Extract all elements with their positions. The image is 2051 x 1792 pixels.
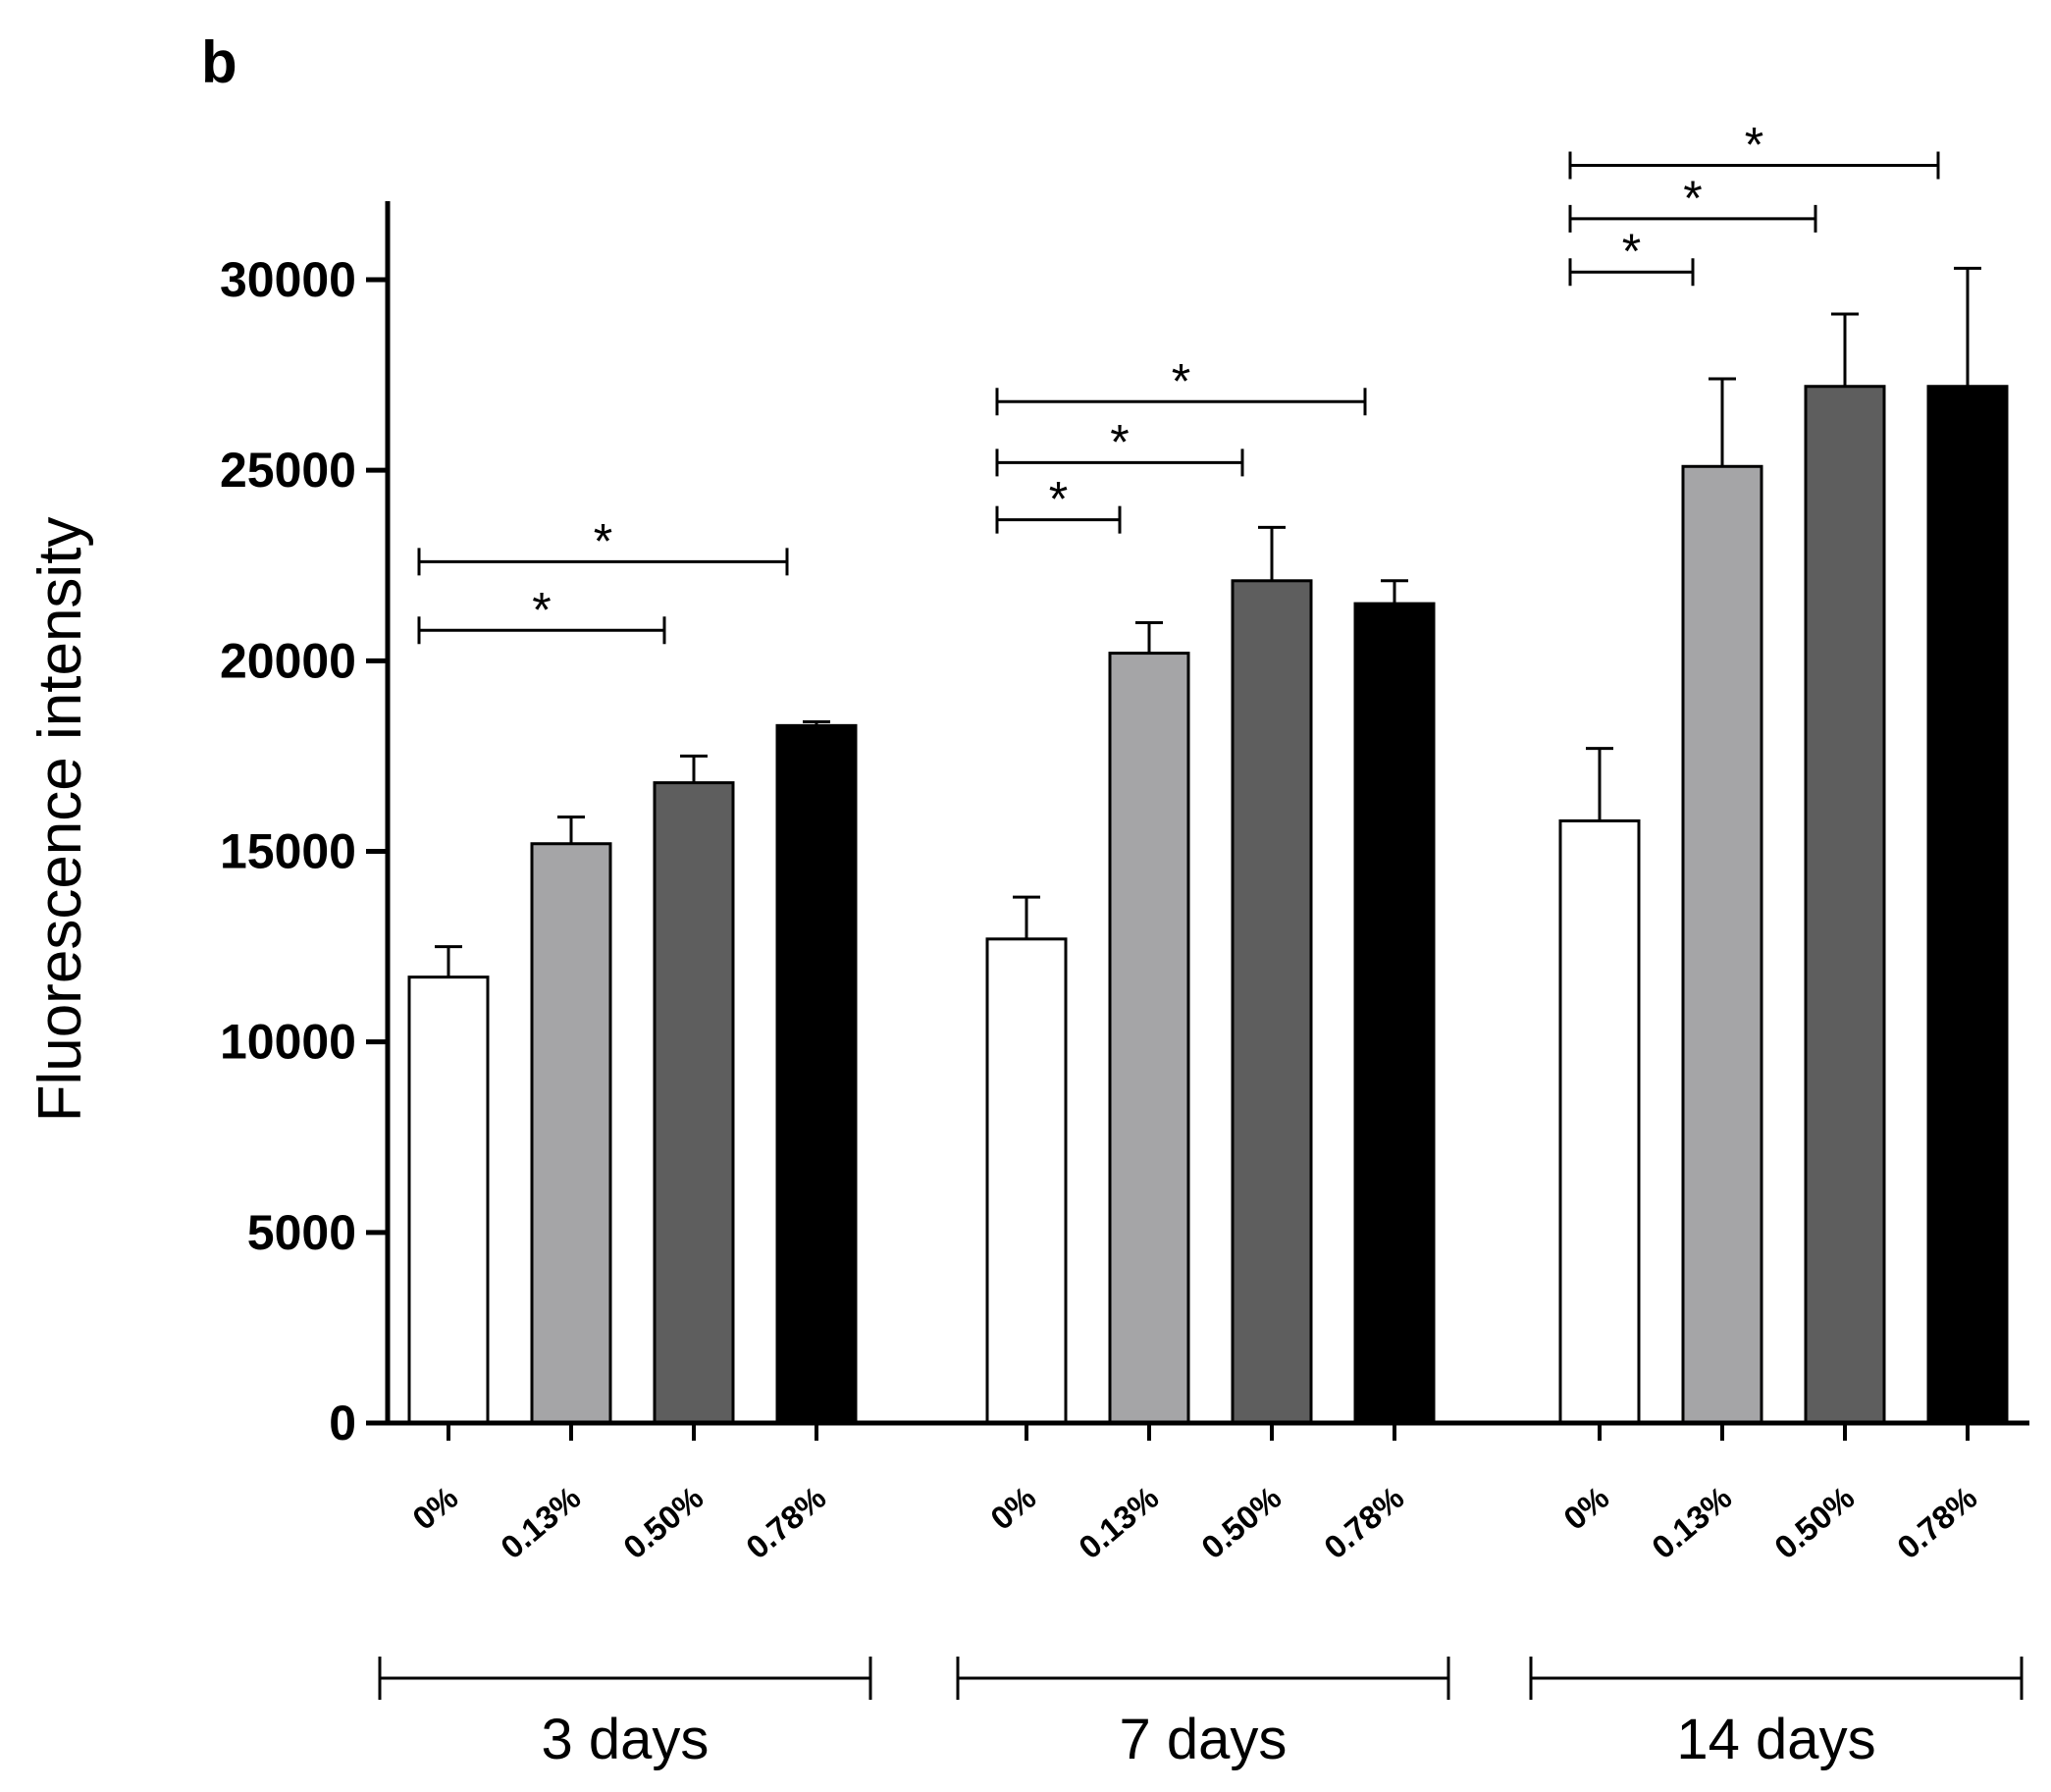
y-tick-label: 5000 xyxy=(247,1205,356,1260)
significance-star: * xyxy=(1110,414,1129,469)
significance-star: * xyxy=(1745,118,1763,173)
y-tick-label: 10000 xyxy=(220,1015,356,1070)
x-tick-label: 0% xyxy=(983,1479,1042,1537)
y-tick-label: 0 xyxy=(329,1396,356,1450)
bar xyxy=(1353,602,1436,1425)
bars-layer xyxy=(407,385,2009,1425)
bar xyxy=(653,781,735,1425)
group-brackets-layer: 3 days 7 days 14 days xyxy=(378,1657,2024,1771)
significance-star: * xyxy=(1622,224,1641,279)
bar xyxy=(1681,464,1763,1425)
error-bars-layer xyxy=(435,266,1981,977)
bar xyxy=(530,842,612,1425)
bar xyxy=(1558,818,1641,1425)
x-tick-label: 0.50% xyxy=(616,1479,710,1565)
x-tick-label: 0% xyxy=(405,1479,464,1537)
y-tick-label: 20000 xyxy=(220,633,356,688)
significance-star: * xyxy=(594,513,612,568)
x-tick-label: 0.13% xyxy=(1072,1479,1165,1565)
bar xyxy=(985,937,1068,1425)
x-tick-label: 0.13% xyxy=(1645,1479,1738,1565)
x-tick-label: 0.78% xyxy=(1890,1479,1983,1565)
x-tick-label: 0.50% xyxy=(1767,1479,1861,1565)
group-label: 14 days xyxy=(1676,1708,1875,1771)
significance-star: * xyxy=(532,582,551,637)
group-label: 7 days xyxy=(1120,1708,1288,1771)
bar xyxy=(1804,385,1886,1425)
x-tick-label: 0.78% xyxy=(739,1479,832,1565)
bar xyxy=(1231,579,1313,1425)
significance-layer: * * * * * * * * xyxy=(417,118,1940,645)
y-tick-label: 30000 xyxy=(220,252,356,307)
x-tick-label: 0.78% xyxy=(1317,1479,1410,1565)
y-axis-label: Fluorescence intensity xyxy=(26,517,94,1123)
significance-star: * xyxy=(1683,171,1702,226)
significance-star: * xyxy=(1049,472,1068,527)
x-tick-label: 0% xyxy=(1556,1479,1615,1537)
x-tick-label: 0.13% xyxy=(494,1479,587,1565)
panel-label: b xyxy=(201,29,237,95)
bar xyxy=(407,975,490,1425)
significance-star: * xyxy=(1172,353,1190,408)
group-label: 3 days xyxy=(542,1708,710,1771)
bar xyxy=(775,723,858,1425)
bar xyxy=(1926,385,2009,1425)
y-tick-label: 15000 xyxy=(220,824,356,879)
bar xyxy=(1108,652,1190,1425)
y-tick-label: 25000 xyxy=(220,443,356,498)
x-tick-label: 0.50% xyxy=(1194,1479,1288,1565)
